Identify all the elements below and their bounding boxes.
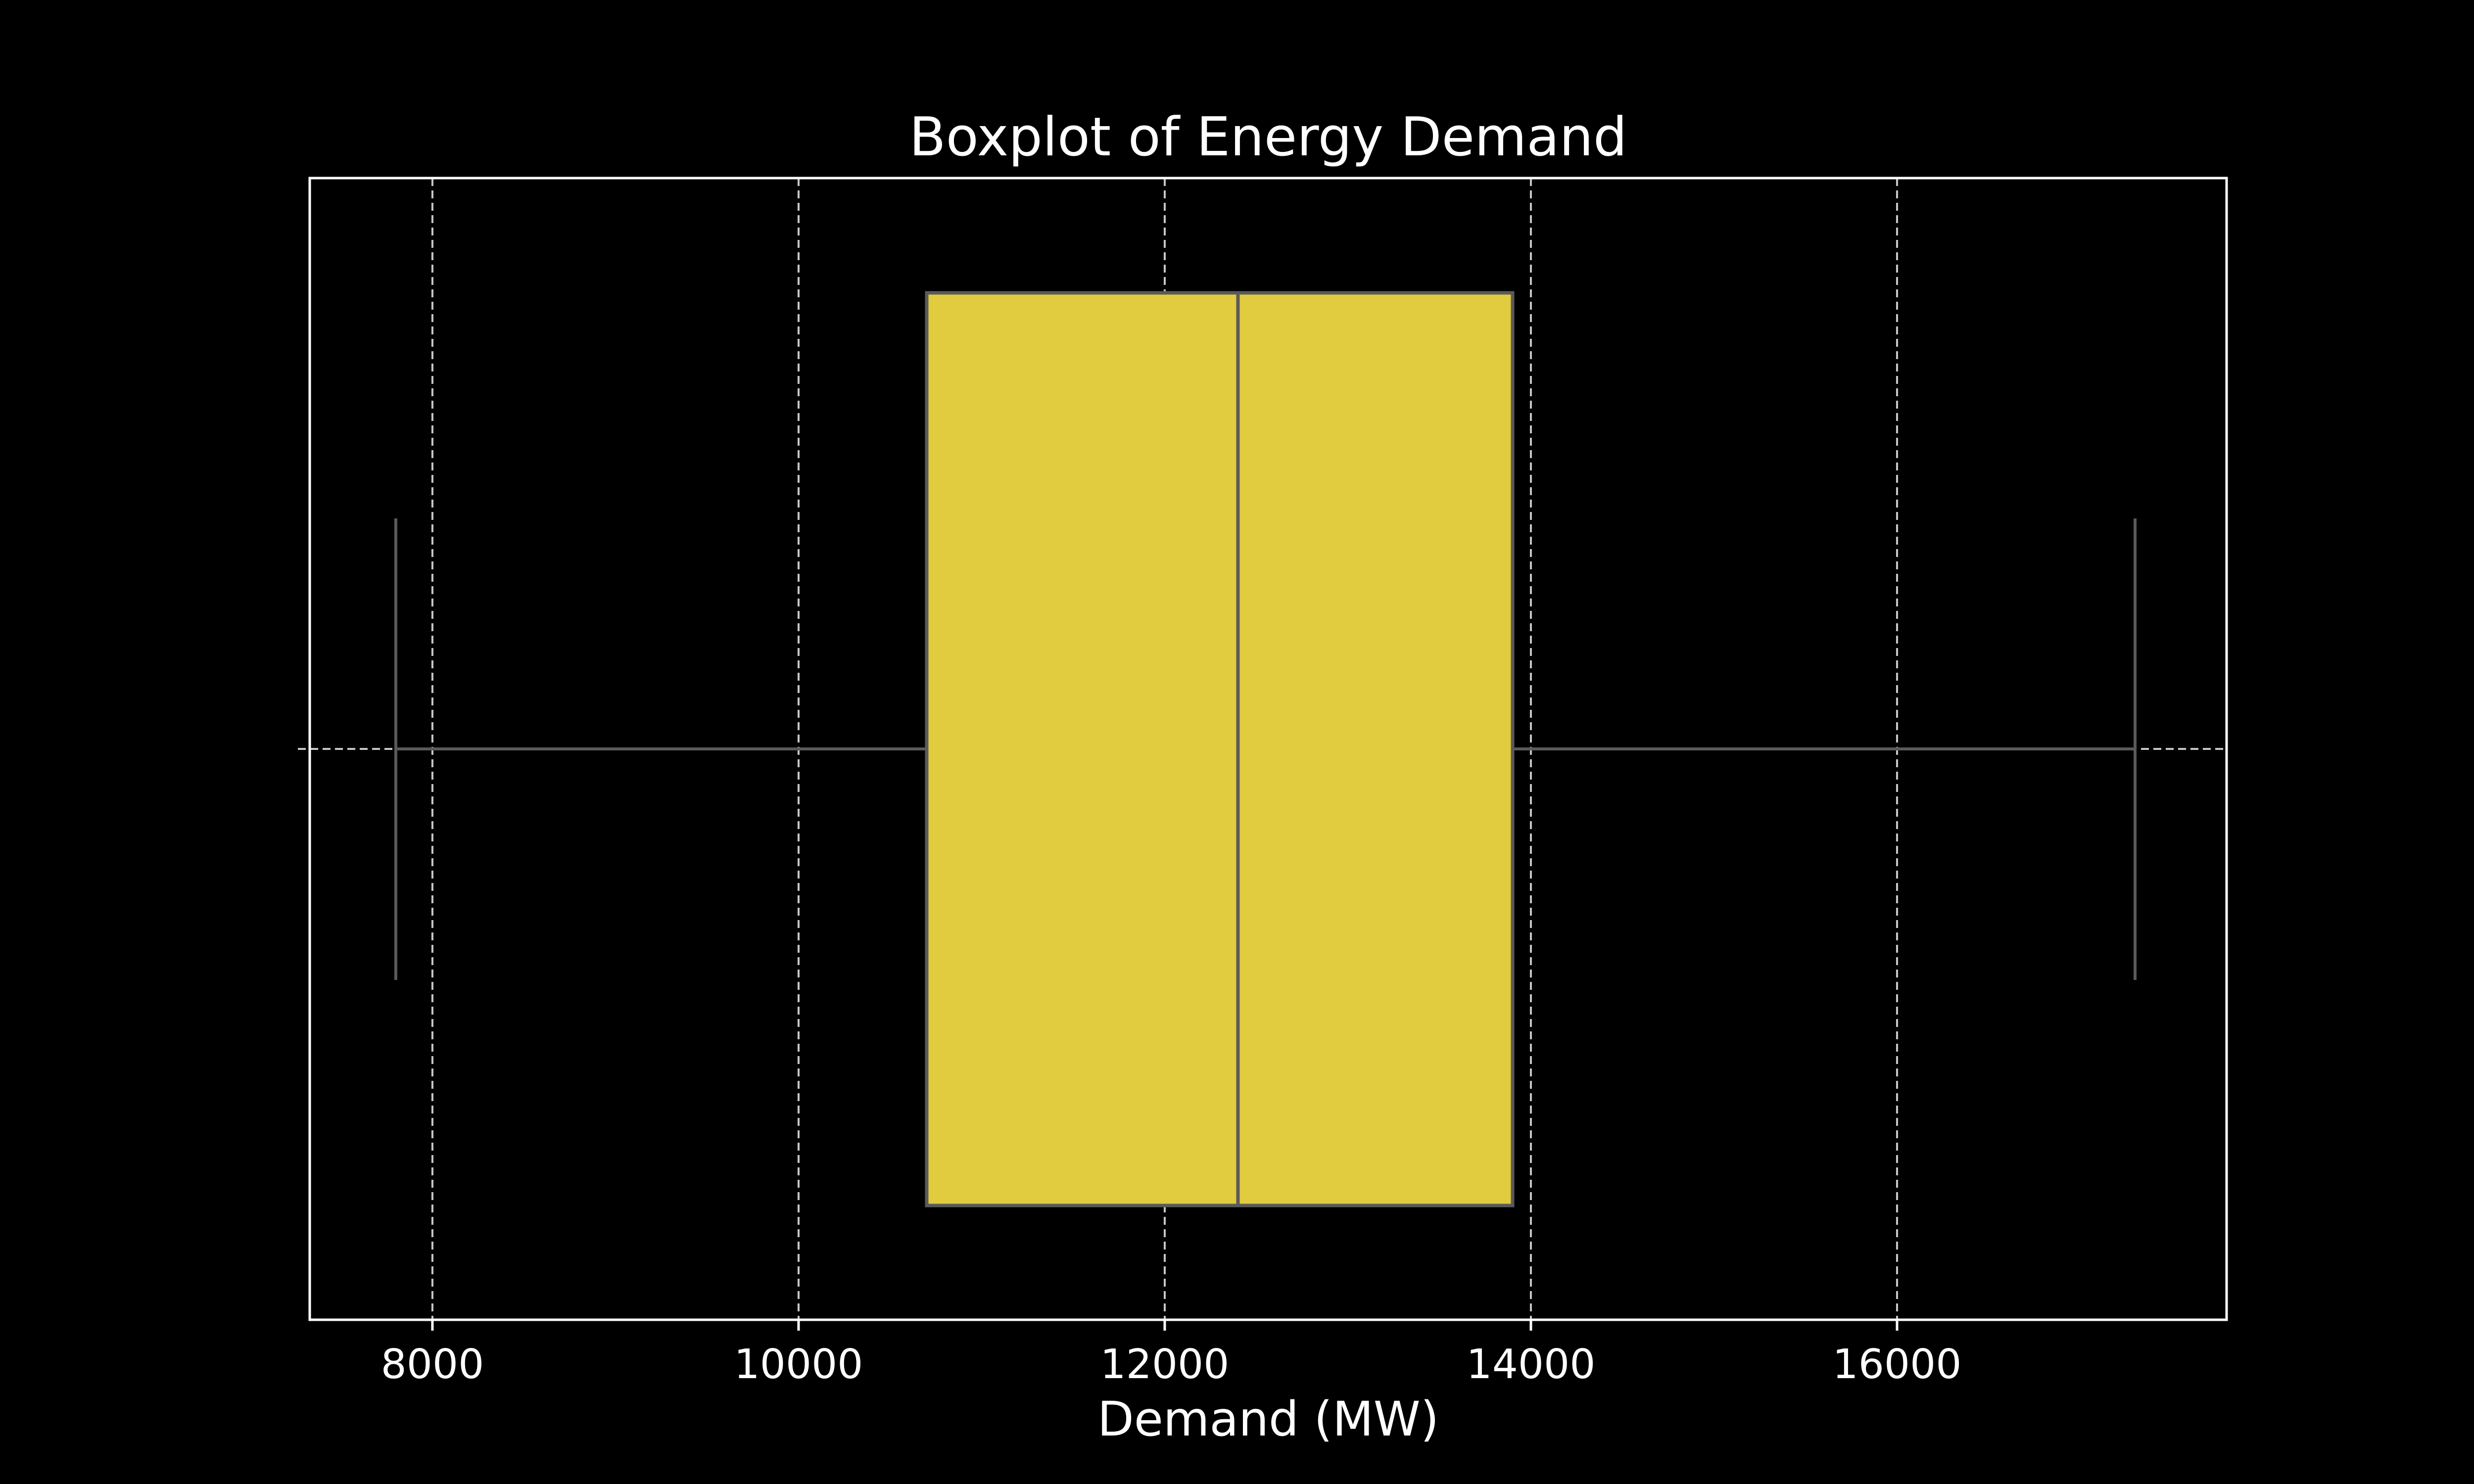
x-axis-label: Demand (MW)	[1097, 1391, 1439, 1447]
x-tick-label: 8000	[381, 1341, 484, 1388]
x-tick-label: 12000	[1100, 1341, 1230, 1388]
chart-title: Boxplot of Energy Demand	[909, 106, 1627, 168]
plot-frame	[308, 177, 2228, 1321]
x-tick-label: 16000	[1833, 1341, 1962, 1388]
x-tick-label: 10000	[734, 1341, 863, 1388]
x-tick-label: 14000	[1467, 1341, 1596, 1388]
iqr-box	[925, 291, 1515, 1207]
x-axis-ticks: 8000 10000 12000 14000 16000	[381, 1320, 1962, 1388]
boxplot	[394, 291, 2137, 1207]
